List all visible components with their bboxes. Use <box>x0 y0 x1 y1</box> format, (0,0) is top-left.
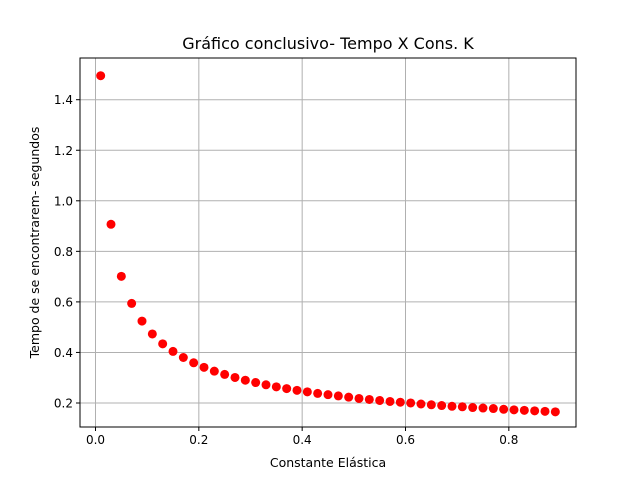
data-point <box>344 392 354 402</box>
y-axis-label: Tempo de se encontrarem- segundos <box>27 127 42 360</box>
data-point <box>478 403 488 413</box>
x-axis-ticks: 0.0 0.2 0.4 0.6 0.8 <box>86 427 518 447</box>
y-tick-label: 1.2 <box>54 144 73 158</box>
data-point <box>550 407 560 417</box>
x-tick-label: 0.2 <box>189 433 208 447</box>
x-tick-label: 0.4 <box>293 433 312 447</box>
data-point <box>519 405 529 415</box>
data-point <box>385 396 395 406</box>
data-point <box>333 391 343 401</box>
data-point <box>354 393 364 403</box>
data-point <box>168 346 178 356</box>
data-point <box>468 403 478 413</box>
data-point <box>209 366 219 376</box>
data-point <box>292 385 302 395</box>
data-point <box>540 406 550 416</box>
data-point <box>313 388 323 398</box>
data-point <box>147 329 157 339</box>
y-tick-label: 1.4 <box>54 93 73 107</box>
data-point <box>178 352 188 362</box>
chart-title: Gráfico conclusivo- Tempo X Cons. K <box>182 34 474 53</box>
data-point <box>251 378 261 388</box>
data-point <box>509 405 519 415</box>
data-point <box>530 406 540 416</box>
x-tick-label: 0.0 <box>86 433 105 447</box>
data-point <box>282 384 292 394</box>
x-tick-label: 0.8 <box>499 433 518 447</box>
data-point <box>220 369 230 379</box>
data-point <box>395 397 405 407</box>
x-axis-label: Constante Elástica <box>270 455 386 470</box>
data-point <box>137 316 147 326</box>
data-point <box>189 358 199 368</box>
y-tick-label: 0.4 <box>54 346 73 360</box>
data-point <box>426 400 436 410</box>
data-point <box>271 382 281 392</box>
data-points <box>96 71 560 417</box>
data-point <box>447 401 457 411</box>
data-point <box>416 399 426 409</box>
data-point <box>375 395 385 405</box>
data-point <box>106 219 116 229</box>
data-point <box>127 298 137 308</box>
data-point <box>323 390 333 400</box>
data-point <box>437 401 447 411</box>
data-point <box>488 404 498 414</box>
data-point <box>158 339 168 349</box>
x-tick-label: 0.6 <box>396 433 415 447</box>
y-tick-label: 1.0 <box>54 194 73 208</box>
data-point <box>116 271 126 281</box>
y-axis-ticks: 0.2 0.4 0.6 0.8 1.0 1.2 1.4 <box>54 93 80 410</box>
plot-frame <box>79 57 577 428</box>
data-point <box>457 402 467 412</box>
data-point <box>230 372 240 382</box>
data-point <box>199 362 209 372</box>
data-point <box>406 398 416 408</box>
y-tick-label: 0.2 <box>54 396 73 410</box>
y-tick-label: 0.6 <box>54 295 73 309</box>
y-tick-label: 0.8 <box>54 245 73 259</box>
data-point <box>261 380 271 390</box>
data-point <box>302 387 312 397</box>
data-point <box>499 404 509 414</box>
data-point <box>96 71 106 81</box>
data-point <box>240 375 250 385</box>
data-point <box>364 394 374 404</box>
grid <box>80 58 576 427</box>
